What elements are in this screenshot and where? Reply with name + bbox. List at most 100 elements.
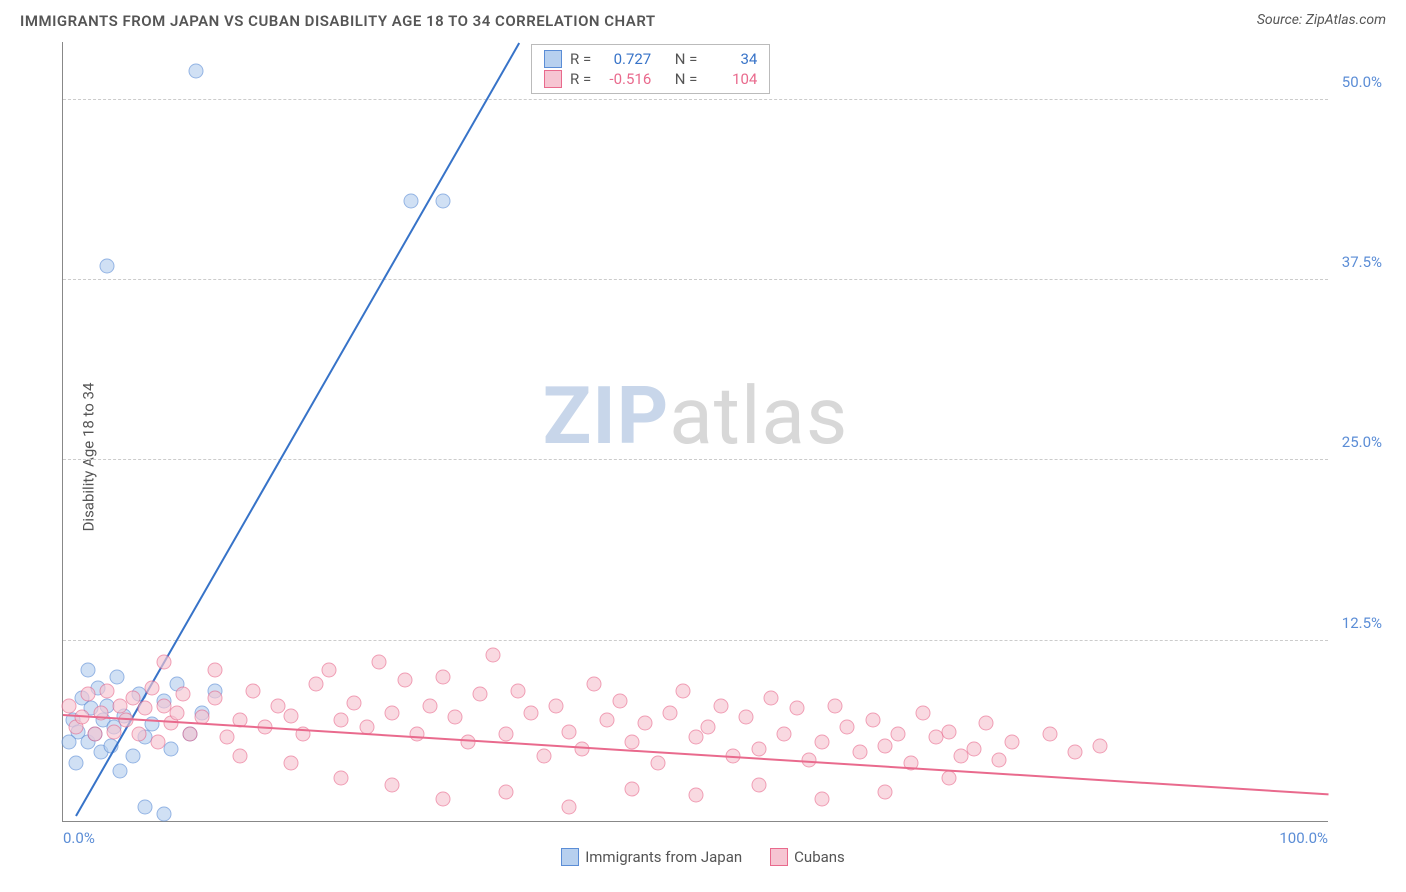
gridline — [63, 640, 1328, 641]
data-point — [106, 724, 121, 739]
data-point — [650, 756, 665, 771]
data-point — [815, 792, 830, 807]
data-point — [138, 701, 153, 716]
data-point — [1004, 734, 1019, 749]
data-point — [878, 785, 893, 800]
data-point — [112, 763, 127, 778]
data-point — [688, 788, 703, 803]
data-point — [68, 756, 83, 771]
data-point — [150, 734, 165, 749]
header-bar: IMMIGRANTS FROM JAPAN VS CUBAN DISABILIT… — [0, 0, 1406, 38]
r-label: R = — [570, 50, 591, 68]
y-tick-label: 25.0% — [1342, 433, 1382, 451]
data-point — [207, 691, 222, 706]
legend-item: Cubans — [770, 848, 845, 866]
legend-series-name: Immigrants from Japan — [585, 848, 742, 866]
data-point — [448, 710, 463, 725]
data-point — [334, 713, 349, 728]
n-value: 104 — [705, 70, 757, 88]
series-legend: Immigrants from Japan Cubans — [20, 848, 1386, 866]
source-label: Source: ZipAtlas.com — [1257, 12, 1386, 28]
data-point — [403, 193, 418, 208]
data-point — [422, 698, 437, 713]
data-point — [688, 730, 703, 745]
data-point — [865, 713, 880, 728]
data-point — [157, 655, 172, 670]
data-point — [498, 785, 513, 800]
chart-container: Disability Age 18 to 34 ZIPatlas R =0.72… — [20, 42, 1386, 872]
data-point — [144, 681, 159, 696]
data-point — [852, 744, 867, 759]
data-point — [536, 749, 551, 764]
data-point — [549, 698, 564, 713]
data-point — [625, 782, 640, 797]
data-point — [110, 669, 125, 684]
watermark: ZIPatlas — [543, 369, 848, 463]
legend-stat-row: R = 0.727 N = 34 — [544, 49, 757, 69]
data-point — [220, 730, 235, 745]
watermark-atlas: atlas — [669, 369, 848, 463]
data-point — [283, 756, 298, 771]
data-point — [309, 676, 324, 691]
data-point — [157, 806, 172, 821]
legend-swatch — [561, 848, 579, 866]
legend-stat-row: R =-0.516 N =104 — [544, 69, 757, 89]
data-point — [498, 727, 513, 742]
legend-swatch — [770, 848, 788, 866]
data-point — [511, 684, 526, 699]
data-point — [176, 687, 191, 702]
data-point — [435, 792, 450, 807]
data-point — [815, 734, 830, 749]
data-point — [384, 777, 399, 792]
data-point — [62, 734, 77, 749]
data-point — [562, 799, 577, 814]
data-point — [131, 727, 146, 742]
data-point — [739, 710, 754, 725]
data-point — [992, 753, 1007, 768]
data-point — [334, 770, 349, 785]
correlation-legend: R =0.727 N =34R =-0.516 N =104 — [531, 44, 770, 94]
r-label: R = — [570, 70, 591, 88]
data-point — [1068, 744, 1083, 759]
data-point — [789, 701, 804, 716]
data-point — [100, 684, 115, 699]
data-point — [473, 687, 488, 702]
legend-series-name: Cubans — [794, 848, 845, 866]
plot-area: ZIPatlas R =0.727 N =34R =-0.516 N =104 … — [62, 42, 1328, 822]
r-value: 0.727 — [599, 50, 651, 68]
data-point — [941, 724, 956, 739]
data-point — [966, 741, 981, 756]
data-point — [562, 724, 577, 739]
data-point — [182, 727, 197, 742]
data-point — [138, 799, 153, 814]
data-point — [878, 739, 893, 754]
data-point — [87, 727, 102, 742]
data-point — [207, 662, 222, 677]
data-point — [100, 258, 115, 273]
legend-item: Immigrants from Japan — [561, 848, 742, 866]
data-point — [245, 684, 260, 699]
data-point — [62, 698, 77, 713]
data-point — [346, 695, 361, 710]
data-point — [764, 691, 779, 706]
y-tick-label: 37.5% — [1342, 253, 1382, 271]
gridline — [63, 99, 1328, 100]
data-point — [486, 648, 501, 663]
data-point — [125, 749, 140, 764]
data-point — [410, 727, 425, 742]
data-point — [1042, 727, 1057, 742]
n-value: 34 — [705, 50, 757, 68]
data-point — [777, 727, 792, 742]
data-point — [916, 705, 931, 720]
data-point — [435, 669, 450, 684]
data-point — [524, 705, 539, 720]
n-label: N = — [675, 70, 698, 88]
y-tick-label: 12.5% — [1342, 614, 1382, 632]
data-point — [81, 687, 96, 702]
n-label: N = — [675, 50, 698, 68]
y-tick-label: 50.0% — [1342, 73, 1382, 91]
data-point — [751, 777, 766, 792]
data-point — [81, 662, 96, 677]
data-point — [612, 694, 627, 709]
data-point — [233, 749, 248, 764]
